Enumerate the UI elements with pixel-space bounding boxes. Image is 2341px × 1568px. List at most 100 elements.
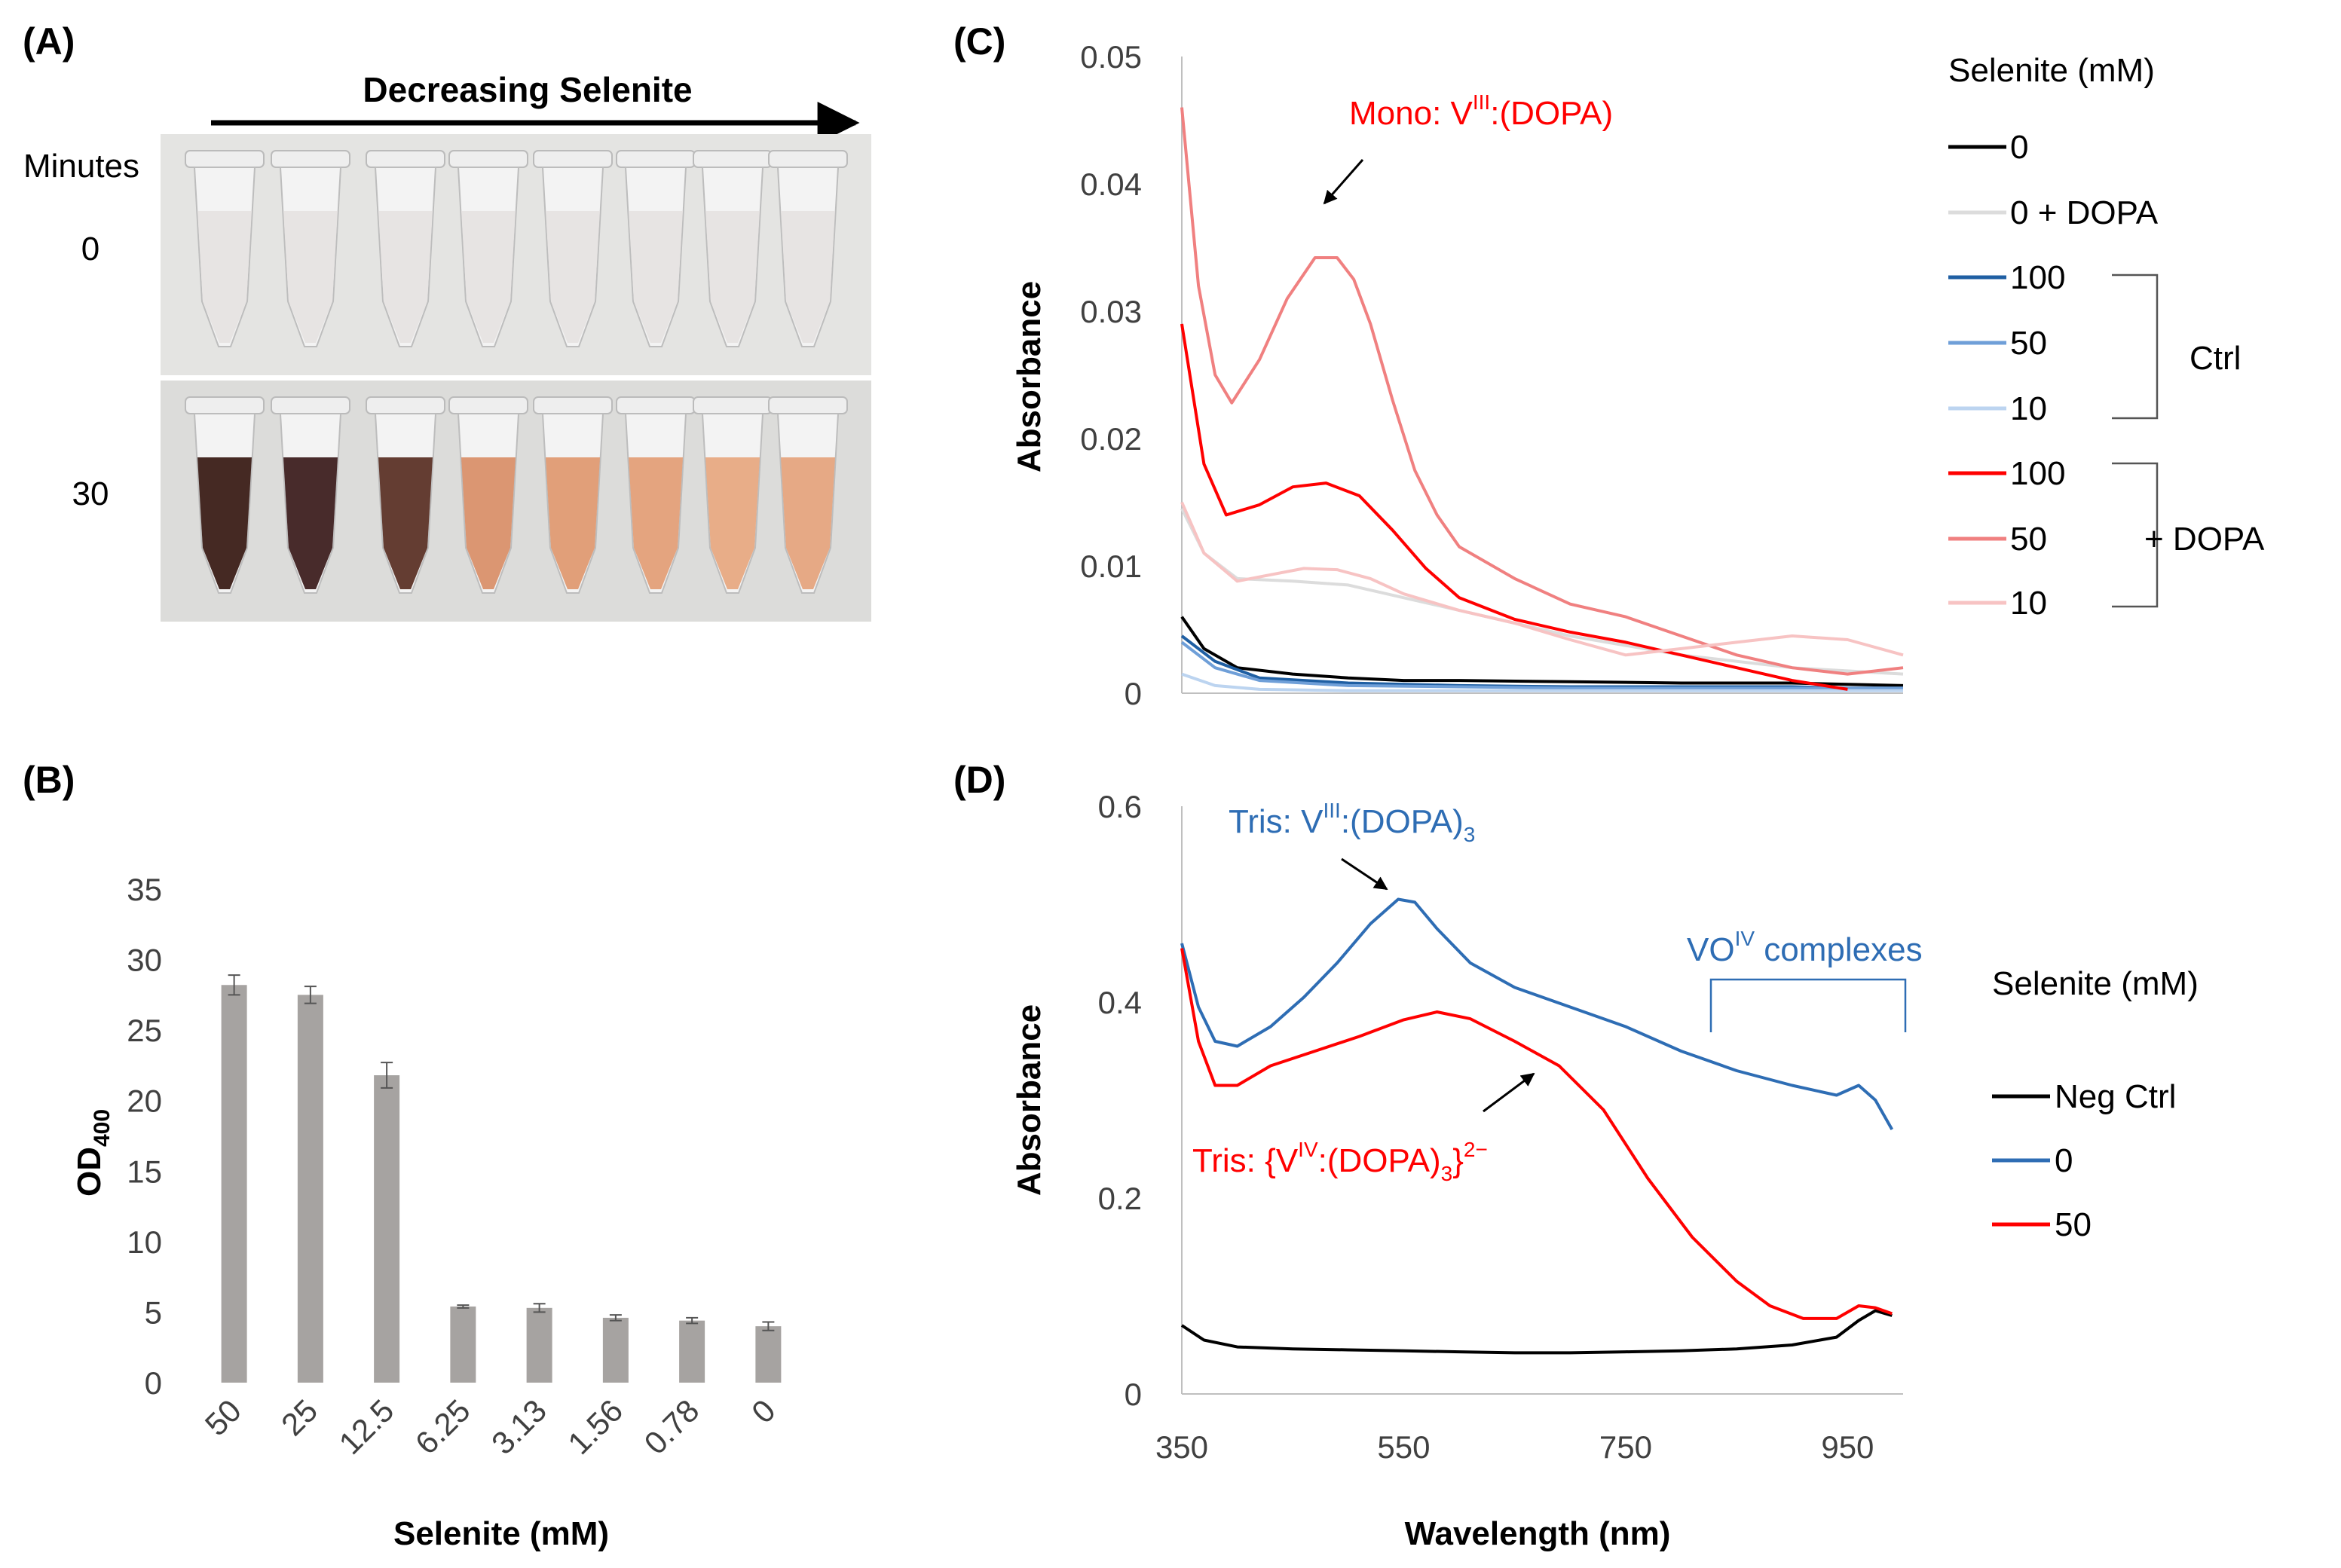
d-ytick-0: 0: [1125, 1377, 1142, 1412]
c-annotation: Mono: VIII:(DOPA): [1349, 90, 1613, 132]
b-bar-6: [679, 1320, 705, 1383]
d-vo-bracket: [1709, 978, 1907, 1032]
c-y-axis-title: Absorbance: [1011, 281, 1048, 472]
c-legend-title: Selenite (mM): [1948, 52, 2155, 89]
d-ann1-sub: 3: [1464, 823, 1476, 846]
b-xtick-6: 0.78: [637, 1392, 705, 1461]
c-group-ctrl: Ctrl: [2190, 340, 2241, 377]
c-ytick-2: 0.02: [1080, 421, 1142, 457]
b-errorbar-0: [228, 974, 240, 996]
d-series-1: [1180, 897, 1894, 1130]
c-annotation-tail: :(DOPA): [1490, 95, 1613, 132]
c-legend-label-5: 100: [2010, 455, 2065, 492]
d-series-2: [1180, 948, 1893, 1320]
tube-30-8: [768, 396, 848, 594]
tube-30-7: [693, 396, 773, 594]
tube-30-5: [533, 396, 613, 594]
tube-0-2: [271, 150, 350, 347]
tube-0-7: [693, 150, 773, 347]
b-ytick-7: 35: [127, 872, 162, 907]
b-y-axis-title-main: OD: [71, 1147, 108, 1197]
c-annotation-sup: III: [1473, 90, 1490, 114]
c-annotation-arrow: [1323, 159, 1364, 205]
d-ann1-text: Tris: V: [1229, 803, 1324, 840]
c-series-6: [1180, 107, 1904, 676]
b-errorbar-3: [457, 1304, 470, 1309]
d-ann3-tail: complexes: [1755, 931, 1923, 968]
d-ytick-3: 0.6: [1098, 789, 1142, 824]
tube-30-2: [271, 396, 350, 594]
panel-label-a: (A): [23, 20, 75, 63]
b-y-axis-title: OD400: [71, 1109, 115, 1197]
d-axes: 0 0.2 0.4 0.6 350 550 750 950: [1098, 789, 1903, 1465]
b-xtick-0: 50: [198, 1392, 248, 1442]
b-ytick-0: 0: [145, 1365, 162, 1401]
d-series-0: [1180, 1309, 1893, 1355]
c-ytick-4: 0.04: [1080, 167, 1142, 202]
panel-label-c: (C): [953, 20, 1005, 63]
d-x-axis-title: Wavelength (nm): [1405, 1515, 1671, 1552]
b-ytick-6: 30: [127, 943, 162, 978]
b-xtick-1: 25: [274, 1392, 324, 1442]
tube-row-30: [185, 396, 848, 594]
b-axes: 0 5 10 15 20 25 30 35: [127, 872, 162, 1401]
tube-0-1: [185, 150, 265, 347]
panel-c-chart: 0 0.01 0.02 0.03 0.04 0.05 Absorbance Mono: V…: [1011, 39, 2265, 711]
tube-0-4: [448, 150, 528, 347]
c-legend-label-7: 10: [2010, 585, 2047, 622]
b-errorbar-4: [533, 1303, 546, 1313]
b-bar-1: [297, 995, 323, 1383]
tube-row-0: [185, 150, 848, 347]
d-legend-title: Selenite (mM): [1992, 965, 2199, 1002]
c-series-4: [1181, 672, 1903, 692]
b-errorbar-1: [304, 986, 317, 1004]
d-arrow-tris-iv: [1483, 1072, 1535, 1113]
b-errorbar-2: [381, 1062, 393, 1089]
d-lines: [1180, 897, 1894, 1355]
tube-30-4: [448, 396, 528, 594]
c-bracket-dopa: [2112, 462, 2159, 608]
c-legend-label-0: 0: [2010, 129, 2028, 166]
b-ytick-3: 15: [127, 1154, 162, 1189]
b-xtick-5: 1.56: [561, 1392, 629, 1461]
c-legend-label-2: 100: [2010, 259, 2065, 296]
c-legend-label-4: 10: [2010, 390, 2047, 427]
b-errorbar-7: [762, 1321, 775, 1331]
tube-0-5: [533, 150, 613, 347]
c-ytick-1: 0.01: [1080, 549, 1142, 584]
c-group-dopa: + DOPA: [2144, 521, 2265, 558]
b-xtick-7: 0: [745, 1392, 782, 1430]
d-ann1-tail: :(DOPA): [1341, 803, 1464, 840]
b-errorbar-5: [609, 1314, 622, 1322]
d-ann3-text: VO: [1687, 931, 1735, 968]
c-series-5: [1180, 323, 1848, 691]
c-ytick-5: 0.05: [1080, 39, 1142, 75]
c-annotation-text: Mono: V: [1349, 95, 1473, 132]
b-xtick-3: 6.25: [409, 1392, 477, 1461]
b-bar-7: [755, 1326, 782, 1383]
b-ytick-5: 25: [127, 1013, 162, 1048]
d-xtick-1: 550: [1377, 1429, 1430, 1465]
b-errorbar-6: [686, 1316, 699, 1325]
panel-a-photo: Decreasing Selenite Minutes 0 30: [23, 70, 871, 622]
b-bar-4: [526, 1307, 552, 1383]
d-ann2-sub: 3: [1441, 1162, 1453, 1185]
d-ann2-charge: 2−: [1464, 1138, 1488, 1161]
c-legend-label-6: 50: [2010, 521, 2047, 558]
d-xtick-2: 750: [1599, 1429, 1652, 1465]
b-bar-3: [450, 1306, 476, 1383]
time-row-0: 0: [81, 231, 99, 267]
b-x-axis-title: Selenite (mM): [393, 1515, 609, 1552]
d-ann2-close: }: [1452, 1142, 1464, 1179]
d-legend-label-2: 50: [2055, 1206, 2092, 1243]
b-xtick-4: 3.13: [485, 1392, 553, 1461]
c-axes: 0 0.01 0.02 0.03 0.04 0.05: [1080, 39, 1903, 711]
b-bar-2: [374, 1075, 400, 1383]
d-ann2-sup: IV: [1298, 1138, 1318, 1161]
d-ann3-sup: IV: [1735, 927, 1755, 950]
d-ann2-text: Tris: {V: [1192, 1142, 1299, 1179]
d-ytick-1: 0.2: [1098, 1181, 1142, 1216]
d-legend-label-1: 0: [2055, 1142, 2073, 1179]
